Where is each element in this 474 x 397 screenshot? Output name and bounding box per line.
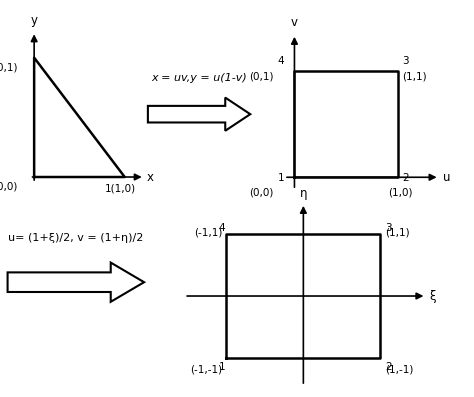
Text: 3: 3 bbox=[402, 56, 409, 66]
Text: 1(1,0): 1(1,0) bbox=[105, 184, 136, 194]
Text: v: v bbox=[291, 15, 298, 29]
Polygon shape bbox=[8, 262, 144, 302]
Text: η: η bbox=[300, 187, 307, 200]
Text: (0,0): (0,0) bbox=[249, 187, 273, 197]
Text: (-1,-1): (-1,-1) bbox=[191, 364, 223, 374]
Text: ξ: ξ bbox=[429, 289, 436, 303]
Text: u: u bbox=[443, 171, 450, 184]
Text: (0,1): (0,1) bbox=[0, 62, 18, 72]
Text: x = uv,y = u(1-v): x = uv,y = u(1-v) bbox=[151, 73, 247, 83]
Text: (1,-1): (1,-1) bbox=[385, 364, 413, 374]
Text: (1,1): (1,1) bbox=[385, 228, 410, 238]
Text: (1,0): (1,0) bbox=[388, 187, 412, 197]
Text: y: y bbox=[31, 13, 37, 27]
Text: 4: 4 bbox=[219, 223, 225, 233]
Text: 1: 1 bbox=[219, 362, 225, 372]
Text: 3: 3 bbox=[385, 223, 392, 233]
Text: (1,1): (1,1) bbox=[402, 71, 427, 81]
Text: (0,0): (0,0) bbox=[0, 181, 18, 192]
Text: 4: 4 bbox=[277, 56, 284, 66]
Text: u= (1+ξ)/2, v = (1+η)/2: u= (1+ξ)/2, v = (1+η)/2 bbox=[8, 233, 144, 243]
Text: (-1,1): (-1,1) bbox=[194, 228, 223, 238]
Polygon shape bbox=[148, 98, 250, 131]
Text: 2: 2 bbox=[402, 173, 409, 183]
Text: x: x bbox=[146, 171, 154, 183]
Text: 1: 1 bbox=[277, 173, 284, 183]
Text: 2: 2 bbox=[385, 362, 392, 372]
Text: (0,1): (0,1) bbox=[249, 71, 273, 81]
